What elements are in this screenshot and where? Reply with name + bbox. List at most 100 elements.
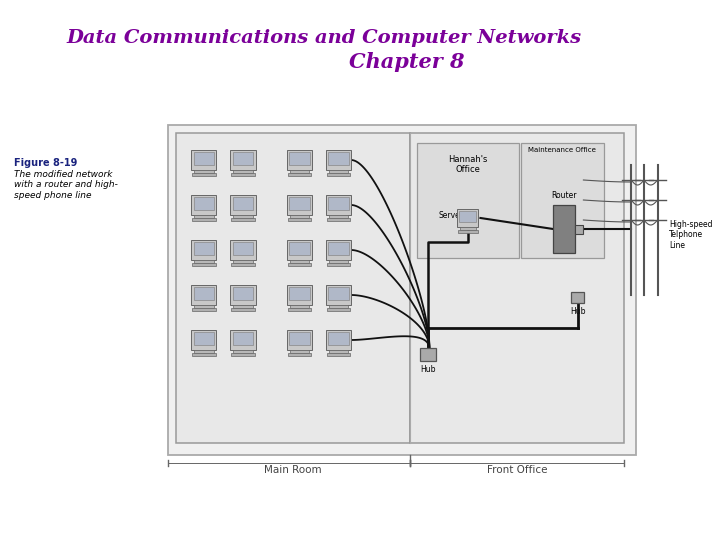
- Bar: [230, 330, 256, 350]
- Bar: [289, 260, 309, 263]
- Bar: [191, 150, 217, 170]
- Bar: [575, 225, 583, 234]
- Bar: [176, 133, 410, 443]
- Bar: [328, 197, 348, 210]
- Bar: [287, 330, 312, 350]
- Bar: [194, 305, 214, 308]
- Text: The modified network
with a router and high-
speed phone line: The modified network with a router and h…: [14, 170, 118, 200]
- Bar: [233, 260, 253, 263]
- Bar: [230, 195, 256, 215]
- Bar: [233, 332, 253, 345]
- Text: Figure 8-19: Figure 8-19: [14, 158, 78, 168]
- Bar: [289, 215, 309, 218]
- Bar: [521, 143, 604, 258]
- Bar: [288, 308, 311, 311]
- Bar: [458, 230, 477, 233]
- Bar: [230, 150, 256, 170]
- Bar: [329, 170, 348, 173]
- Bar: [233, 152, 253, 165]
- Bar: [289, 305, 309, 308]
- Bar: [327, 308, 350, 311]
- Bar: [325, 150, 351, 170]
- Bar: [325, 195, 351, 215]
- Bar: [194, 242, 214, 255]
- Text: Hub: Hub: [570, 307, 585, 316]
- Bar: [191, 240, 217, 260]
- Text: Server: Server: [438, 211, 464, 219]
- Bar: [289, 152, 310, 165]
- Bar: [327, 353, 350, 356]
- Bar: [192, 308, 215, 311]
- Bar: [287, 240, 312, 260]
- Bar: [459, 211, 476, 222]
- Bar: [191, 195, 217, 215]
- Bar: [288, 353, 311, 356]
- Bar: [192, 263, 215, 266]
- Bar: [194, 260, 214, 263]
- Bar: [327, 263, 350, 266]
- Text: Hub: Hub: [420, 365, 436, 374]
- Text: Router: Router: [551, 191, 577, 200]
- Bar: [571, 292, 585, 303]
- Bar: [289, 287, 310, 300]
- Bar: [417, 143, 519, 258]
- Text: Data Communications and Computer Networks: Data Communications and Computer Network…: [66, 29, 581, 47]
- Bar: [420, 348, 436, 361]
- Bar: [230, 285, 256, 305]
- Bar: [410, 133, 624, 443]
- Bar: [230, 240, 256, 260]
- Bar: [289, 170, 309, 173]
- Bar: [194, 287, 214, 300]
- Bar: [553, 205, 575, 253]
- Bar: [457, 209, 479, 227]
- Bar: [194, 350, 214, 353]
- Bar: [329, 305, 348, 308]
- Bar: [194, 152, 214, 165]
- Bar: [287, 195, 312, 215]
- Bar: [460, 227, 476, 230]
- Bar: [192, 353, 215, 356]
- Bar: [289, 197, 310, 210]
- Bar: [287, 285, 312, 305]
- Text: Hannah's
Office: Hannah's Office: [448, 155, 487, 174]
- Bar: [233, 215, 253, 218]
- Bar: [325, 285, 351, 305]
- Bar: [325, 330, 351, 350]
- Bar: [288, 263, 311, 266]
- Bar: [192, 218, 215, 221]
- Bar: [287, 150, 312, 170]
- Bar: [328, 332, 348, 345]
- Text: Chapter 8: Chapter 8: [349, 52, 464, 72]
- Bar: [328, 152, 348, 165]
- Bar: [329, 350, 348, 353]
- Bar: [233, 287, 253, 300]
- Bar: [191, 330, 217, 350]
- Bar: [289, 350, 309, 353]
- Bar: [231, 308, 255, 311]
- Bar: [194, 197, 214, 210]
- Bar: [194, 332, 214, 345]
- Bar: [233, 242, 253, 255]
- Text: Main Room: Main Room: [264, 465, 321, 475]
- Bar: [191, 285, 217, 305]
- Bar: [233, 350, 253, 353]
- Bar: [329, 260, 348, 263]
- Bar: [327, 173, 350, 176]
- Bar: [168, 125, 636, 455]
- Bar: [328, 287, 348, 300]
- Text: Maintenance Office: Maintenance Office: [528, 147, 596, 153]
- Text: Front Office: Front Office: [487, 465, 547, 475]
- Text: High-speed
Telphone
Line: High-speed Telphone Line: [670, 220, 713, 250]
- Bar: [233, 197, 253, 210]
- Bar: [327, 218, 350, 221]
- Bar: [289, 242, 310, 255]
- Bar: [231, 353, 255, 356]
- Bar: [231, 173, 255, 176]
- Bar: [194, 170, 214, 173]
- Bar: [233, 170, 253, 173]
- Bar: [233, 305, 253, 308]
- Bar: [325, 240, 351, 260]
- Bar: [231, 263, 255, 266]
- Bar: [192, 173, 215, 176]
- Bar: [194, 215, 214, 218]
